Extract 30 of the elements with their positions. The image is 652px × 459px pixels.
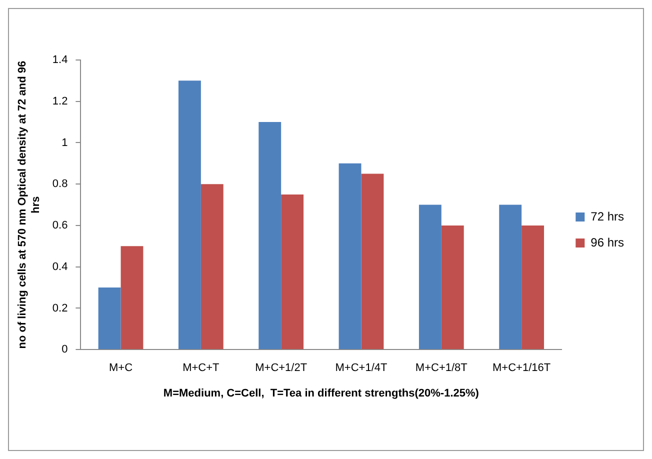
x-axis-title: M=Medium, C=Cell, T=Tea in different strengths(20%-1.25%) [163, 387, 480, 400]
bar [200, 184, 224, 350]
x-tick-label: M+C+T [182, 362, 220, 374]
x-tick-label: M+C+1/4T [335, 362, 388, 374]
bar [178, 80, 201, 350]
bar [120, 246, 144, 350]
y-tick-label: 0 [62, 344, 68, 356]
legend-label: 72 hrs [590, 209, 624, 224]
bar [522, 225, 544, 350]
bar [281, 194, 304, 350]
legend-label: 96 hrs [590, 235, 624, 250]
y-tick-label: 1.2 [52, 95, 68, 108]
y-axis-title: no of living cells at 570 nm Optical density at 72 and 96 hrs [16, 60, 42, 349]
x-tick-label: M+C [109, 362, 133, 374]
bar [418, 204, 442, 350]
y-tick-label: 1 [62, 136, 68, 149]
y-tick-label: 0.6 [52, 220, 68, 232]
bar [258, 122, 282, 350]
bar [441, 225, 464, 350]
y-tick-label: 0.2 [52, 302, 68, 314]
bar [98, 288, 121, 350]
y-tick-label: 0.4 [52, 260, 68, 273]
x-tick-label: M+C+1/8T [415, 362, 468, 374]
bar [499, 204, 522, 350]
y-tick-label: 0.8 [52, 178, 68, 190]
bar [338, 163, 362, 350]
x-tick-label: M+C+1/16T [492, 362, 551, 374]
bar [361, 174, 384, 350]
x-tick-label: M+C+1/2T [255, 362, 308, 374]
y-tick-label: 1.4 [52, 54, 68, 66]
